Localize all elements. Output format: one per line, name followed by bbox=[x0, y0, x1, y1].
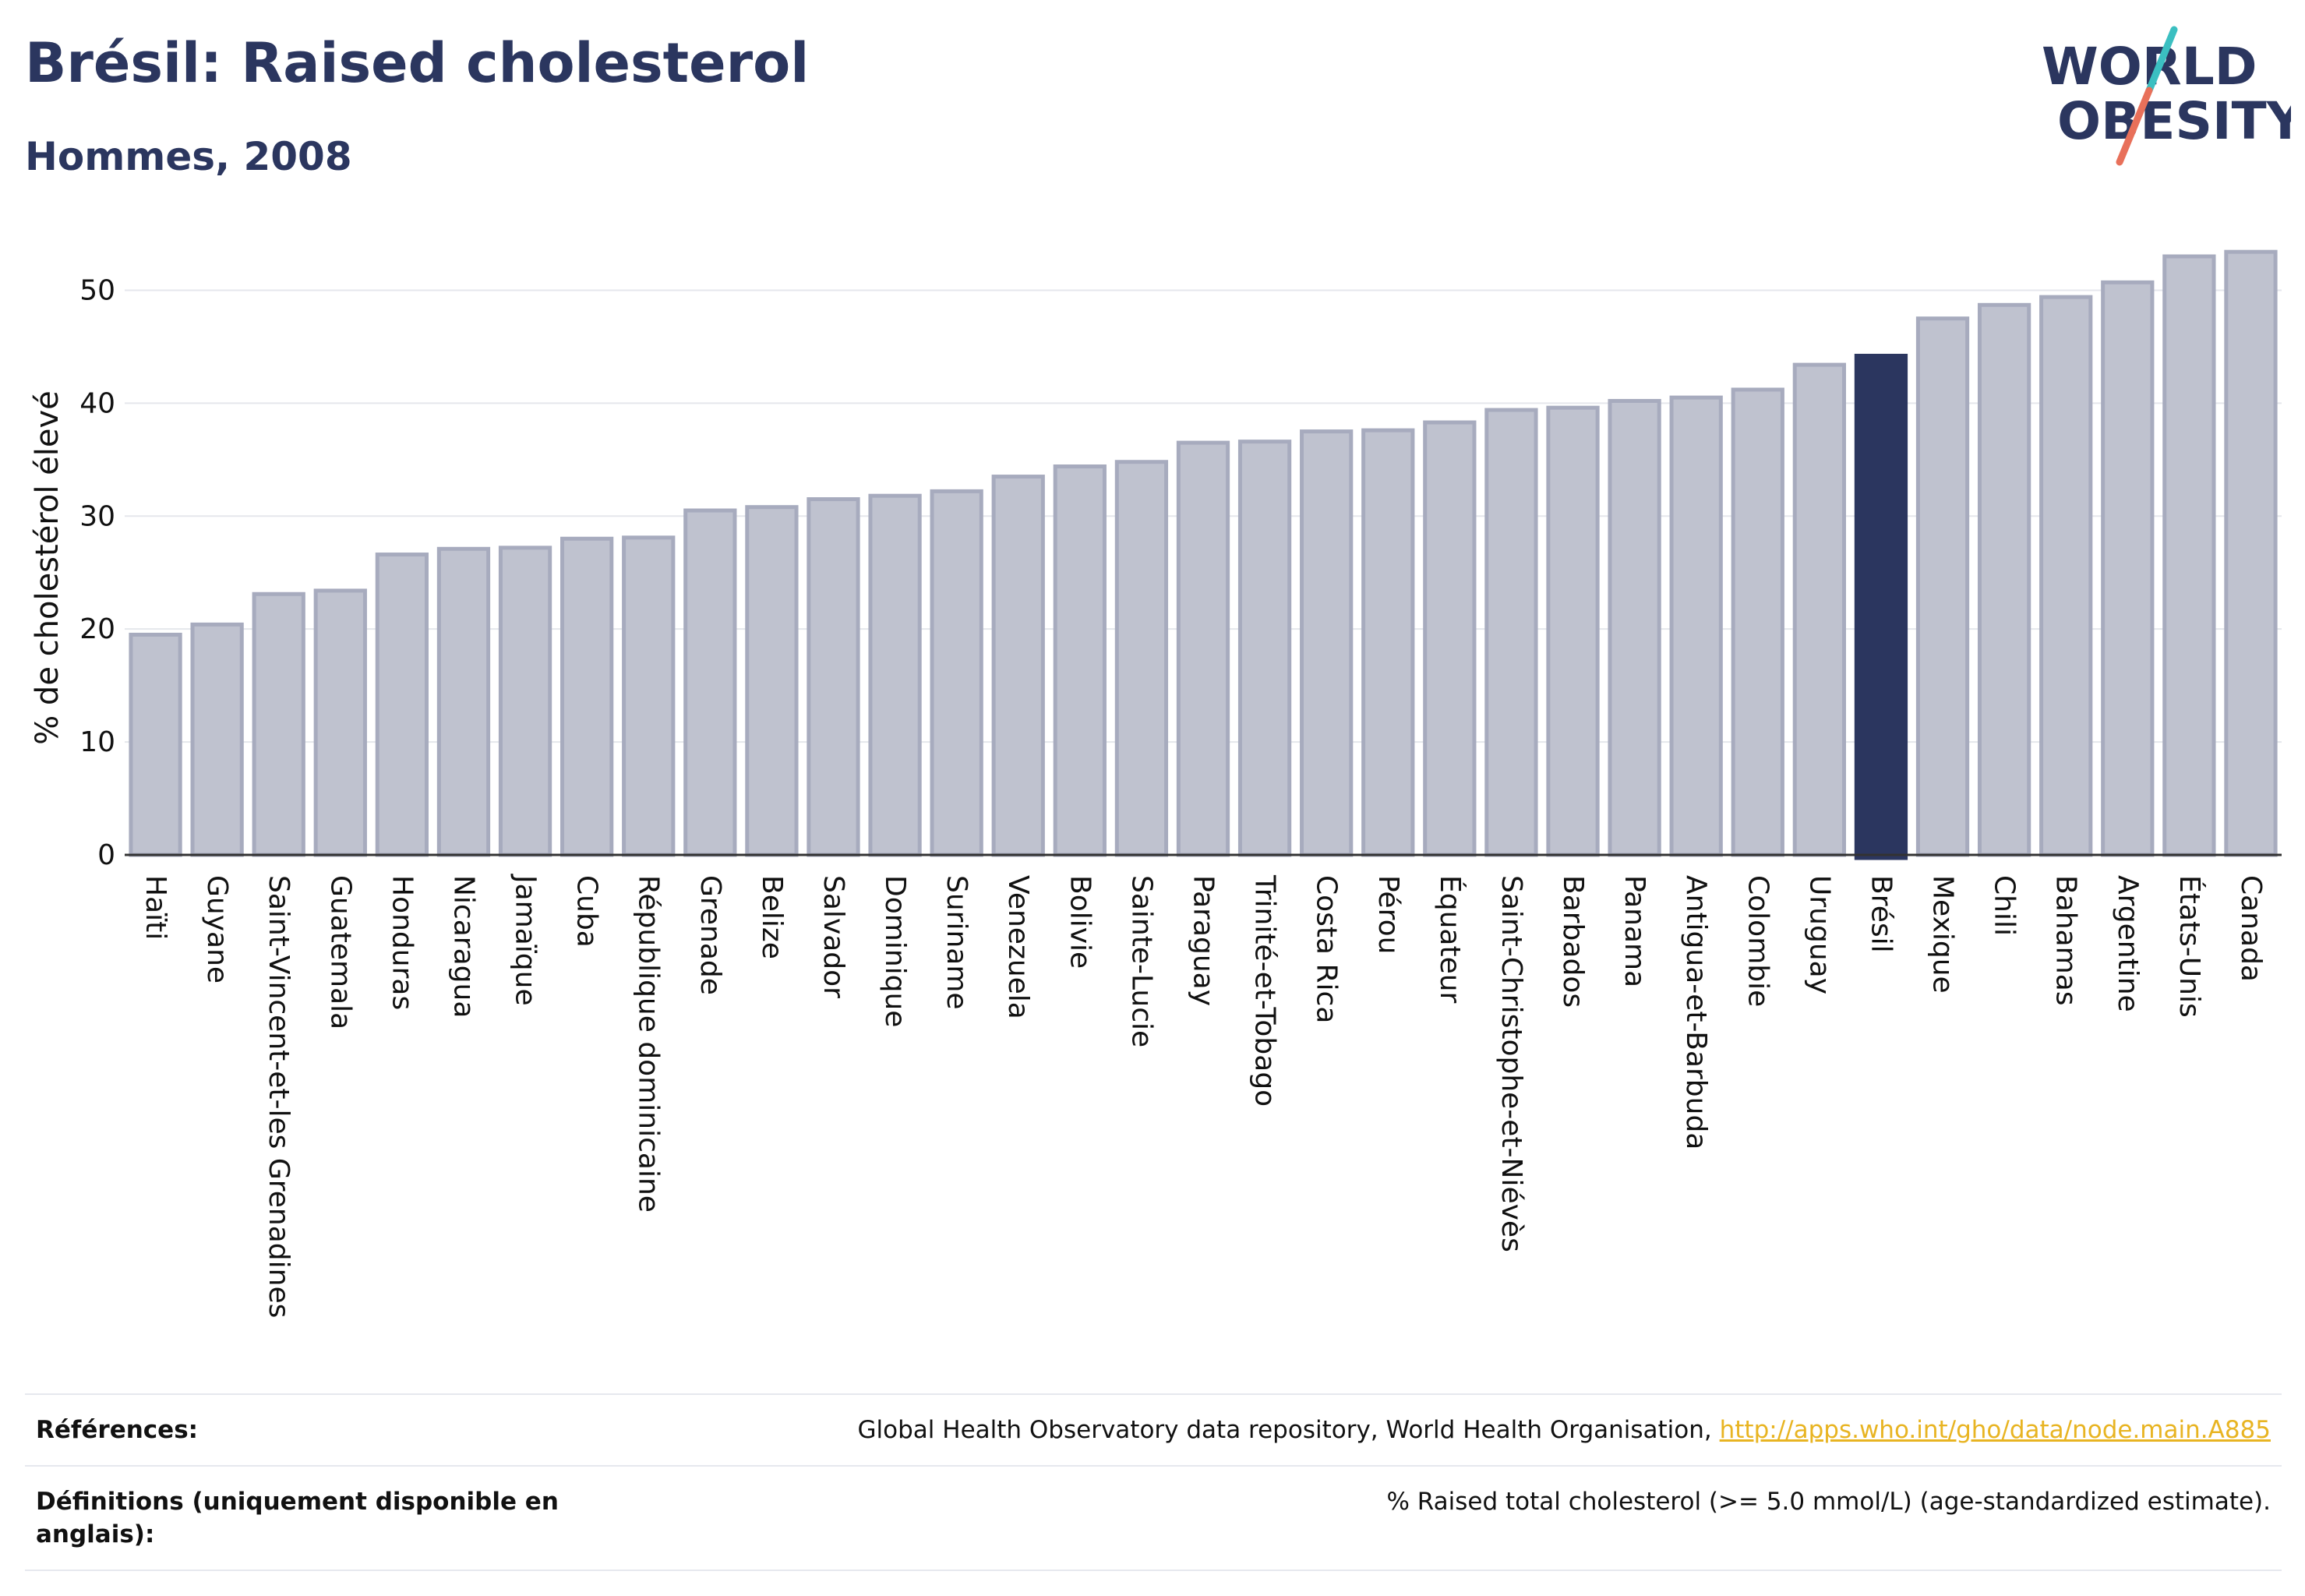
x-tick-label: Costa Rica bbox=[1311, 875, 1343, 1023]
bar-9 bbox=[683, 508, 737, 857]
bar-6 bbox=[498, 546, 552, 857]
bar-33 bbox=[2162, 254, 2216, 857]
bar-2 bbox=[252, 591, 305, 857]
x-tick-label: Chili bbox=[1989, 875, 2021, 936]
x-tick-label: Grenade bbox=[694, 875, 726, 995]
x-tick-label: Uruguay bbox=[1803, 875, 1835, 994]
x-tick-label: Argentine bbox=[2112, 875, 2144, 1012]
bar-27 bbox=[1792, 362, 1846, 857]
y-tick-label: 10 bbox=[79, 726, 115, 758]
x-tick-label: Trinité-et-Tobago bbox=[1249, 874, 1281, 1107]
page-subtitle: Hommes, 2008 bbox=[25, 134, 352, 179]
y-tick-label: 20 bbox=[79, 613, 115, 645]
references-text: Global Health Observatory data repositor… bbox=[857, 1416, 1720, 1444]
bar-14 bbox=[991, 475, 1045, 857]
definitions-value: % Raised total cholesterol (>= 5.0 mmol/… bbox=[1386, 1488, 2271, 1516]
y-axis-label: % de cholestérol élevé bbox=[30, 390, 65, 745]
definitions-label: Définitions (uniquement disponible en an… bbox=[36, 1488, 559, 1548]
logo-line-obesity: OBESITY bbox=[2057, 91, 2291, 151]
bar-8 bbox=[622, 535, 676, 857]
bar-10 bbox=[745, 505, 799, 857]
x-tick-label: Honduras bbox=[386, 875, 418, 1010]
footer-table: Références: Global Health Observatory da… bbox=[25, 1393, 2282, 1571]
x-tick-label: Antigua-et-Barbuda bbox=[1680, 875, 1712, 1149]
x-tick-label: Panama bbox=[1618, 875, 1650, 987]
bar-15 bbox=[1053, 464, 1107, 857]
x-tick-label: Guyane bbox=[201, 875, 233, 983]
bar-chart: 0 10 20 30 40 50 % de cholestérol élevé Haïti Gu… bbox=[30, 249, 2282, 1318]
y-tick-label: 40 bbox=[79, 387, 115, 419]
x-tick-label: République dominicaine bbox=[633, 875, 665, 1213]
bar-7 bbox=[560, 536, 614, 857]
world-obesity-logo: WORLD OBESITY bbox=[2042, 26, 2291, 166]
x-tick-label: Cuba bbox=[571, 875, 603, 948]
logo-slash-red bbox=[2116, 87, 2153, 166]
x-tick-label: Suriname bbox=[941, 875, 972, 1010]
references-value: Global Health Observatory data repositor… bbox=[858, 1414, 2271, 1446]
bar-24 bbox=[1608, 398, 1661, 857]
x-tick-label: Bolivie bbox=[1064, 875, 1096, 969]
bar-20 bbox=[1361, 428, 1415, 857]
x-tick-label: Barbados bbox=[1557, 875, 1589, 1008]
x-tick-label: Canada bbox=[2235, 875, 2267, 982]
bar-5 bbox=[436, 546, 491, 857]
page-title: Brésil: Raised cholesterol bbox=[25, 31, 810, 95]
x-tick-label: Guatemala bbox=[324, 875, 356, 1029]
x-tick-label: Venezuela bbox=[1002, 875, 1034, 1019]
x-tick-label: Pérou bbox=[1372, 875, 1404, 954]
references-row: Références: Global Health Observatory da… bbox=[25, 1393, 2282, 1465]
bar-34 bbox=[2224, 249, 2278, 857]
bar-17 bbox=[1176, 440, 1230, 857]
references-label: Références: bbox=[36, 1416, 199, 1444]
x-tick-label: Haïti bbox=[139, 875, 171, 940]
bar-13 bbox=[930, 489, 983, 857]
bar-12 bbox=[868, 493, 922, 857]
x-tick-label: Brésil bbox=[1865, 875, 1897, 953]
bar-18 bbox=[1237, 440, 1292, 857]
x-tick-label: Nicaragua bbox=[447, 875, 479, 1018]
bar-32 bbox=[2101, 280, 2155, 857]
x-tick-label: Belize bbox=[756, 875, 788, 959]
bar-30 bbox=[1977, 302, 2031, 857]
bar-3 bbox=[313, 588, 367, 857]
x-tick-label: États-Unis bbox=[2173, 875, 2206, 1018]
bar-22 bbox=[1484, 408, 1538, 857]
x-tick-label: Dominique bbox=[879, 875, 911, 1027]
x-tick-label: Salvador bbox=[817, 875, 849, 998]
x-tick-label: Sainte-Lucie bbox=[1125, 875, 1157, 1047]
bar-19 bbox=[1300, 429, 1354, 857]
bar-1 bbox=[190, 622, 244, 857]
x-tick-label: Colombie bbox=[1742, 875, 1774, 1007]
bar-0 bbox=[129, 632, 182, 857]
y-tick-label: 50 bbox=[79, 274, 115, 306]
y-tick-label: 0 bbox=[97, 839, 115, 871]
bar-29 bbox=[1915, 316, 1970, 857]
bar-11 bbox=[807, 497, 860, 857]
x-tick-label: Mexique bbox=[1927, 875, 1959, 994]
bar-25 bbox=[1669, 395, 1723, 857]
bar-31 bbox=[2039, 295, 2093, 857]
x-tick-label: Jamaïque bbox=[510, 874, 542, 1006]
bar-26 bbox=[1731, 387, 1784, 857]
bar-23 bbox=[1546, 405, 1600, 857]
x-tick-label: Équateur bbox=[1434, 875, 1467, 1004]
logo-slash-teal bbox=[2145, 26, 2178, 94]
definitions-row: Définitions (uniquement disponible en an… bbox=[25, 1465, 2282, 1571]
x-tick-label: Bahamas bbox=[2050, 875, 2082, 1006]
references-link[interactable]: http://apps.who.int/gho/data/node.main.A… bbox=[1719, 1416, 2271, 1444]
x-tick-label: Paraguay bbox=[1188, 875, 1220, 1006]
bar-4 bbox=[375, 553, 429, 857]
bar-21 bbox=[1423, 420, 1477, 857]
bar-28 bbox=[1854, 354, 1908, 860]
bar-16 bbox=[1114, 460, 1169, 857]
x-tick-label: Saint-Christophe-et-Niévès bbox=[1495, 875, 1527, 1252]
x-tick-label: Saint-Vincent-et-les Grenadines bbox=[263, 875, 295, 1318]
y-tick-label: 30 bbox=[79, 500, 115, 532]
